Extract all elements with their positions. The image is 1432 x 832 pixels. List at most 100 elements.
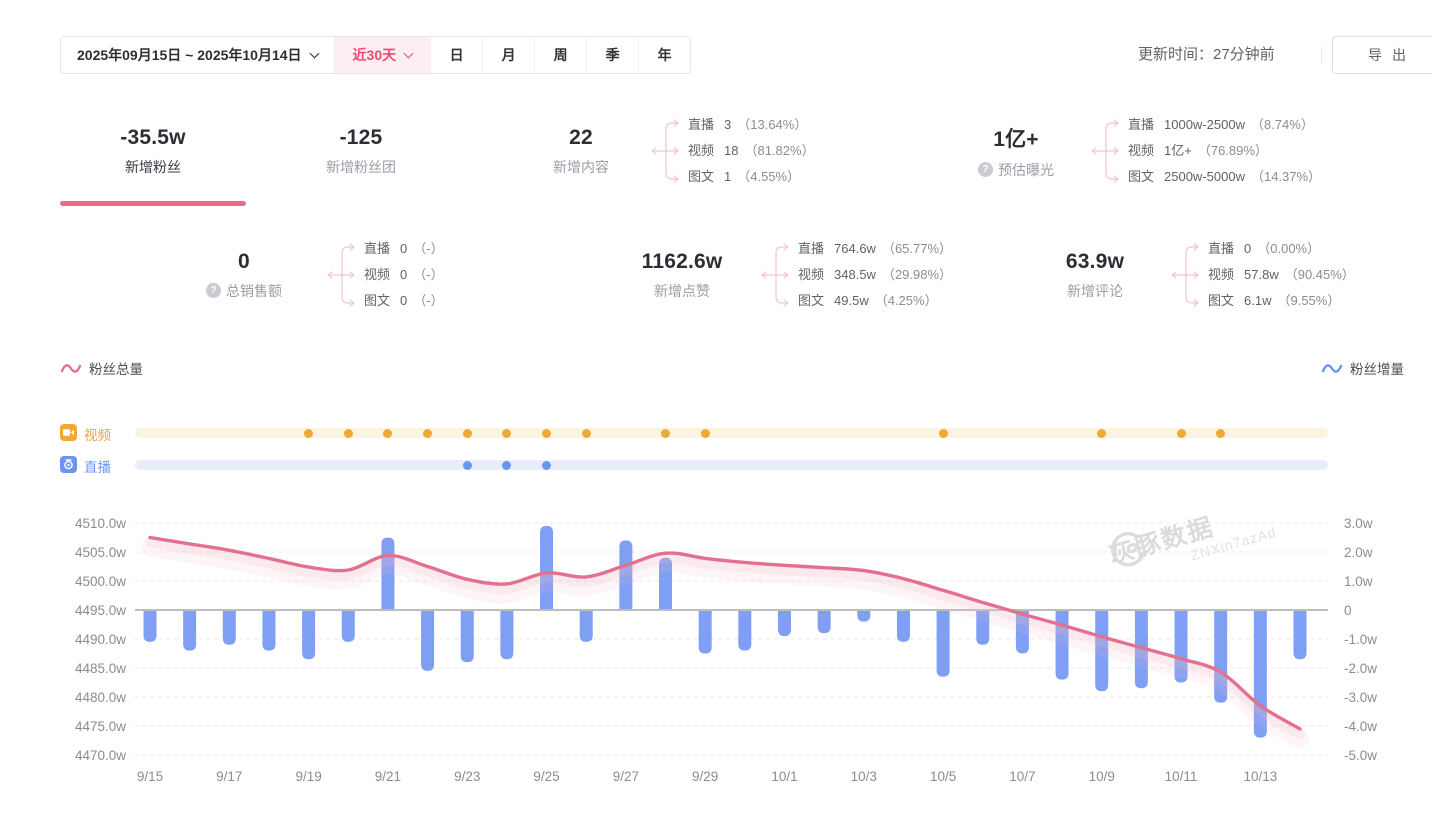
breakdown-percent: （-） bbox=[413, 267, 444, 282]
svg-text:10/11: 10/11 bbox=[1165, 769, 1198, 784]
video-dot bbox=[938, 428, 948, 438]
video-icon bbox=[60, 424, 77, 441]
svg-text:9/17: 9/17 bbox=[216, 769, 242, 784]
video-dot bbox=[1097, 428, 1107, 438]
tab-month[interactable]: 月 bbox=[482, 37, 534, 73]
breakdown-percent: （4.55%） bbox=[737, 169, 801, 184]
svg-text:-3.0w: -3.0w bbox=[1344, 690, 1377, 705]
metric-breakdown: 直播 3 （13.64%） 视频 18 （81.82%） 图文 1 （4.55%） bbox=[688, 114, 815, 188]
svg-text:4490.0w: 4490.0w bbox=[75, 632, 126, 647]
date-range-picker[interactable]: 2025年09月15日 ~ 2025年10月14日 bbox=[61, 37, 334, 73]
breakdown-value: 6.1w bbox=[1244, 293, 1272, 308]
quick-range-button[interactable]: 近30天 bbox=[333, 37, 431, 73]
breakdown-percent: （76.89%） bbox=[1197, 143, 1268, 158]
metric-breakdown: 直播 0 （-） 视频 0 （-） 图文 0 （-） bbox=[364, 238, 444, 312]
quick-range-text: 近30天 bbox=[352, 47, 397, 63]
breakdown-percent: （29.98%） bbox=[881, 267, 953, 282]
legend-fans-increment[interactable]: 粉丝增量 bbox=[1321, 358, 1404, 378]
breakdown-value: 2500w-5000w bbox=[1164, 169, 1245, 184]
breakdown-percent: （13.64%） bbox=[737, 117, 808, 132]
breakdown-row: 直播 764.6w （65.77%） bbox=[798, 238, 952, 260]
metric-breakdown: 直播 1000w-2500w （8.74%） 视频 1亿+ （76.89%） 图文 2500w… bbox=[1128, 114, 1321, 188]
toolbar-divider bbox=[1321, 46, 1322, 64]
chevron-down-icon bbox=[309, 48, 319, 58]
export-button[interactable]: 导出 bbox=[1332, 36, 1432, 74]
breakdown-value: 0 bbox=[400, 241, 408, 256]
breakdown-row: 直播 0 （0.00%） bbox=[1208, 238, 1355, 260]
breakdown-value: 764.6w bbox=[834, 241, 876, 256]
metric-label: 新增点赞 bbox=[654, 282, 710, 299]
breakdown-bracket bbox=[651, 119, 679, 183]
breakdown-name: 图文 bbox=[364, 293, 391, 308]
breakdown-row: 视频 57.8w （90.45%） bbox=[1208, 264, 1355, 286]
metric-label: 新增内容 bbox=[553, 158, 609, 175]
breakdown-row: 图文 2500w-5000w （14.37%） bbox=[1128, 166, 1321, 188]
tab-day[interactable]: 日 bbox=[430, 37, 482, 73]
breakdown-value: 49.5w bbox=[834, 293, 869, 308]
breakdown-percent: （65.77%） bbox=[881, 241, 953, 256]
svg-text:4510.0w: 4510.0w bbox=[75, 516, 126, 531]
metric-card-new-comments[interactable]: 63.9w 新增评论 直播 0 （0.00%） 视频 57.8w （90.45%） 图文 6.… bbox=[1028, 226, 1355, 324]
breakdown-name: 图文 bbox=[798, 293, 825, 308]
metric-value: 63.9w bbox=[1065, 249, 1125, 273]
active-card-underline bbox=[60, 201, 246, 206]
svg-text:10/1: 10/1 bbox=[771, 769, 797, 784]
breakdown-percent: （14.37%） bbox=[1250, 169, 1322, 184]
live-dot bbox=[462, 460, 472, 470]
video-dot bbox=[423, 428, 433, 438]
svg-text:9/27: 9/27 bbox=[613, 769, 639, 784]
svg-text:10/9: 10/9 bbox=[1089, 769, 1115, 784]
video-dot bbox=[542, 428, 552, 438]
svg-text:4500.0w: 4500.0w bbox=[75, 574, 126, 589]
breakdown-percent: （-） bbox=[413, 241, 444, 256]
breakdown-bracket bbox=[1171, 243, 1199, 307]
legend-fans-total[interactable]: 粉丝总量 bbox=[60, 358, 143, 378]
date-filter-toolbar: 2025年09月15日 ~ 2025年10月14日 近30天 日 月 周 季 年 bbox=[60, 36, 692, 74]
metric-card-new-fanclub[interactable]: -125 新增粉丝团 bbox=[266, 96, 456, 206]
svg-text:3.0w: 3.0w bbox=[1344, 516, 1373, 531]
metric-label: 新增评论 bbox=[1067, 282, 1123, 299]
help-icon[interactable]: ? bbox=[206, 283, 221, 298]
breakdown-row: 图文 6.1w （9.55%） bbox=[1208, 290, 1355, 312]
breakdown-bracket bbox=[761, 243, 789, 307]
breakdown-percent: （81.82%） bbox=[744, 143, 815, 158]
metric-card-new-fans[interactable]: -35.5w 新增粉丝 bbox=[60, 96, 246, 206]
breakdown-value: 1000w-2500w bbox=[1164, 117, 1245, 132]
breakdown-bracket bbox=[327, 243, 355, 307]
svg-text:2.0w: 2.0w bbox=[1344, 545, 1373, 560]
legend-label: 粉丝增量 bbox=[1350, 362, 1404, 377]
tab-year[interactable]: 年 bbox=[638, 37, 690, 73]
chevron-down-icon bbox=[403, 48, 414, 58]
video-track bbox=[135, 428, 1328, 438]
legend-label: 粉丝总量 bbox=[89, 362, 143, 377]
metric-card-total-sales[interactable]: 0 ? 总销售额 直播 0 （-） 视频 0 （-） 图文 0 （-） bbox=[170, 226, 444, 324]
metric-label: ? 预估曝光 bbox=[978, 160, 1054, 180]
breakdown-name: 图文 bbox=[1128, 169, 1155, 184]
svg-text:10/5: 10/5 bbox=[930, 769, 956, 784]
tab-quarter[interactable]: 季 bbox=[586, 37, 638, 73]
breakdown-value: 18 bbox=[724, 143, 739, 158]
video-dot bbox=[581, 428, 591, 438]
breakdown-row: 视频 1亿+ （76.89%） bbox=[1128, 140, 1321, 162]
live-icon bbox=[60, 456, 77, 473]
svg-text:4470.0w: 4470.0w bbox=[75, 748, 126, 763]
metric-card-new-content[interactable]: 22 新增内容 直播 3 （13.64%） 视频 18 （81.82%） 图文 1 （4.55%… bbox=[520, 96, 815, 206]
help-icon[interactable]: ? bbox=[978, 162, 993, 177]
breakdown-percent: （-） bbox=[413, 293, 444, 308]
metric-card-new-likes[interactable]: 1162.6w 新增点赞 直播 764.6w （65.77%） 视频 348.5w （29… bbox=[612, 226, 952, 324]
breakdown-value: 57.8w bbox=[1244, 267, 1279, 282]
svg-text:4505.0w: 4505.0w bbox=[75, 545, 126, 560]
tab-week[interactable]: 周 bbox=[534, 37, 586, 73]
svg-text:4480.0w: 4480.0w bbox=[75, 690, 126, 705]
video-row-label: 视频 bbox=[84, 428, 111, 443]
video-dot bbox=[700, 428, 710, 438]
breakdown-name: 直播 bbox=[1128, 117, 1155, 132]
svg-text:-2.0w: -2.0w bbox=[1344, 661, 1377, 676]
breakdown-row: 视频 18 （81.82%） bbox=[688, 140, 815, 162]
video-dot bbox=[462, 428, 472, 438]
metric-card-estimated-exposure[interactable]: 1亿+ ? 预估曝光 直播 1000w-2500w （8.74%） 视频 1亿+ （76.… bbox=[950, 96, 1321, 206]
breakdown-percent: （4.25%） bbox=[874, 293, 938, 308]
breakdown-value: 0 bbox=[1244, 241, 1252, 256]
metric-label: 新增粉丝 bbox=[125, 158, 181, 175]
